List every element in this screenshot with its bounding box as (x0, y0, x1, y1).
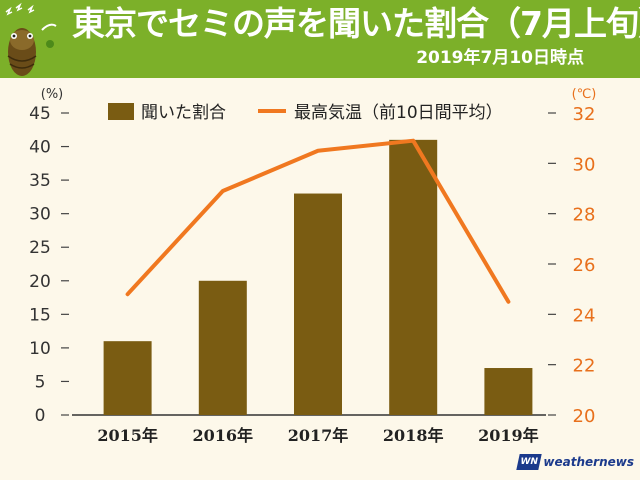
left-tick-label: 20 (29, 272, 51, 292)
x-tick-label: 2016年 (193, 426, 254, 445)
right-tick-label: 32 (573, 104, 596, 125)
bar-2019年 (484, 368, 533, 415)
bar-2018年 (389, 139, 438, 415)
right-axis-unit: (℃) (572, 87, 597, 102)
cicada-mascot (0, 0, 64, 78)
left-axis-unit: (%) (41, 87, 64, 102)
x-tick-label: 2019年 (478, 426, 539, 445)
legend-bar-label: 聞いた割合 (141, 103, 226, 123)
bar-2017年 (294, 193, 342, 415)
right-tick-label: 30 (573, 154, 596, 175)
left-tick-label: 15 (29, 305, 51, 325)
left-tick-label: 40 (29, 138, 51, 158)
right-tick-label: 20 (573, 406, 596, 427)
legend-line-label: 最高気温（前10日間平均） (294, 103, 503, 123)
left-tick-label: 10 (29, 339, 51, 359)
right-tick-label: 28 (573, 205, 596, 226)
weathernews-logo: WN weathernews (516, 452, 634, 472)
logo-text: weathernews (543, 455, 634, 469)
bar-2016年 (198, 280, 247, 415)
header-banner: 東京でセミの声を聞いた割合（7月上旬） 2019年7月10日時点 (0, 0, 640, 78)
left-tick-label: 5 (35, 372, 46, 392)
bar-2015年 (103, 341, 152, 415)
right-tick-label: 24 (573, 305, 596, 326)
combo-chart: (%) (℃) 0 5 10 15 20 25 30 35 40 45 20 22 24 26 28 30 32 20… (29, 87, 597, 445)
page-title: 東京でセミの声を聞いた割合（7月上旬） (72, 4, 640, 43)
logo-mark: WN (516, 454, 543, 470)
legend-bar-swatch (108, 103, 134, 120)
left-tick-label: 0 (35, 406, 46, 426)
x-tick-label: 2015年 (97, 426, 158, 445)
page-subtitle: 2019年7月10日時点 (416, 48, 584, 68)
x-tick-label: 2018年 (383, 426, 444, 445)
left-tick-label: 25 (29, 238, 51, 258)
right-tick-label: 26 (573, 255, 596, 276)
left-tick-label: 35 (29, 171, 51, 191)
left-tick-label: 30 (29, 205, 51, 225)
left-tick-label: 45 (29, 104, 51, 124)
right-tick-label: 22 (573, 356, 596, 377)
x-tick-label: 2017年 (288, 426, 349, 445)
